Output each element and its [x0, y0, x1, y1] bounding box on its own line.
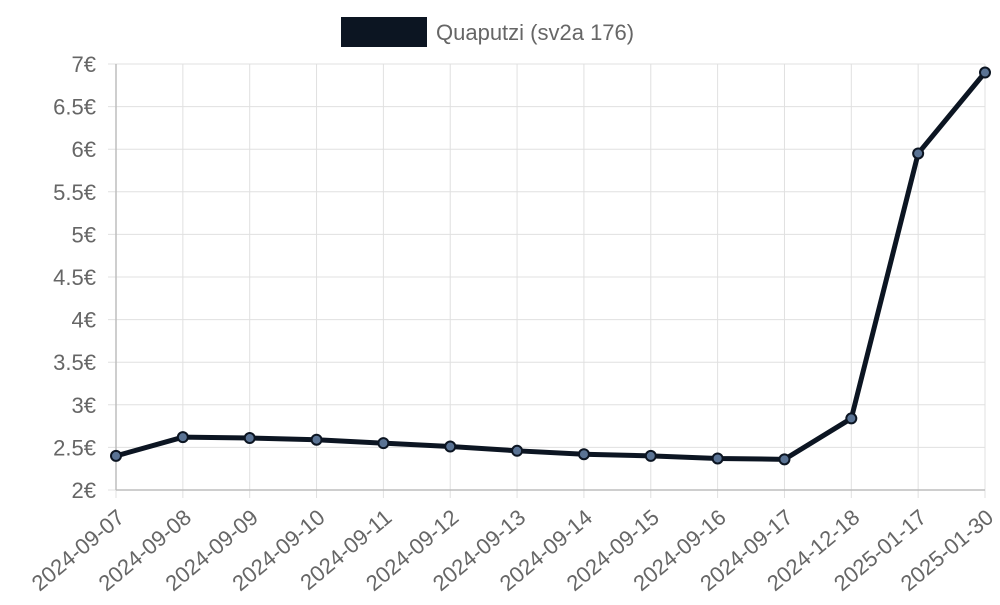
data-point[interactable]: [845, 412, 858, 425]
data-point[interactable]: [511, 444, 524, 457]
y-tick-label: 2.5€: [53, 435, 96, 460]
y-tick-label: 6€: [72, 137, 96, 162]
data-point[interactable]: [778, 453, 791, 466]
y-tick-label: 3.5€: [53, 350, 96, 375]
y-axis-tick-labels: 2€ 2.5€ 3€ 3.5€ 4€ 4.5€ 5€ 5.5€ 6€ 6.5€ 7€: [53, 52, 96, 503]
y-tick-label: 3€: [72, 393, 96, 418]
y-tick-label: 4€: [72, 308, 96, 333]
series-line: [113, 70, 988, 462]
grid: [108, 63, 986, 498]
data-point[interactable]: [711, 452, 724, 465]
y-tick-label: 6.5€: [53, 95, 96, 120]
data-point[interactable]: [176, 431, 189, 444]
data-point[interactable]: [377, 437, 390, 450]
data-point[interactable]: [310, 433, 323, 446]
y-tick-label: 4.5€: [53, 265, 96, 290]
data-point[interactable]: [243, 432, 256, 445]
legend-swatch[interactable]: [341, 17, 427, 47]
x-axis-tick-labels: 2024-09-072024-09-082024-09-092024-09-10…: [27, 504, 998, 595]
data-point[interactable]: [644, 449, 657, 462]
axes: [115, 64, 985, 491]
data-point[interactable]: [577, 448, 590, 461]
legend[interactable]: Quaputzi (sv2a 176): [341, 17, 634, 47]
y-tick-label: 5.5€: [53, 180, 96, 205]
data-point[interactable]: [979, 66, 991, 79]
y-tick-label: 7€: [72, 52, 96, 77]
y-tick-label: 2€: [72, 478, 96, 503]
data-point[interactable]: [110, 449, 122, 462]
data-point[interactable]: [444, 440, 457, 453]
data-point[interactable]: [912, 147, 925, 160]
legend-label[interactable]: Quaputzi (sv2a 176): [436, 20, 634, 45]
series-layer: [110, 66, 991, 466]
y-tick-label: 5€: [72, 222, 96, 247]
